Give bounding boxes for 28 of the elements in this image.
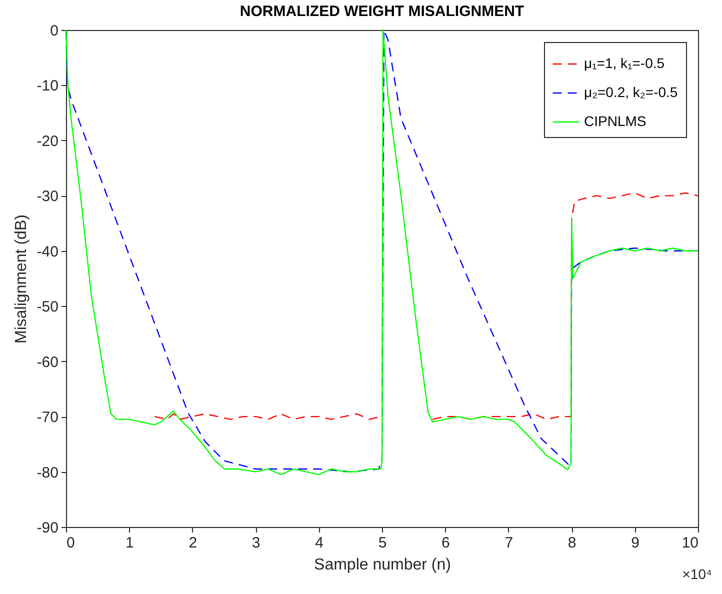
y-tick-label: -20 [36,132,58,150]
x-tick-label: 5 [378,534,387,552]
x-tick-label: 1 [126,534,134,552]
y-tick-label: -10 [36,78,58,95]
x-tick-label: 10 [682,534,698,552]
x-tick-label: 7 [504,534,514,552]
text: ×10⁴ [682,566,712,582]
legend-label: CIPNLMS [584,113,646,129]
y-tick-label: 0 [50,22,58,40]
y-tick-label: -50 [36,298,58,316]
legend-label: μ₁=1, k₁=-0.5 [584,55,665,71]
y-axis-title: Misalignment (dB) [12,214,30,344]
x-tick-label: 0 [66,534,75,552]
x-axis-title: Sample number (n) [314,556,451,574]
x-tick-label: 2 [188,534,198,552]
y-tick-label: -90 [36,520,58,536]
x-tick-label: 9 [631,534,640,552]
x-tick-label: 6 [442,534,450,552]
y-tick-label: -70 [36,409,58,426]
y-tick-label: -80 [36,464,58,482]
x-tick-label: 8 [568,534,576,552]
y-tick-label: -40 [36,243,58,260]
y-tick-label: -30 [36,188,58,206]
chart-title: NORMALIZED WEIGHT MISALIGNMENT [240,3,524,20]
x-tick-label: 3 [252,534,260,552]
legend-label: μ₂=0.2, k₂=-0.5 [584,84,678,100]
y-tick-label: -60 [36,354,58,371]
x-tick-label: 4 [315,534,324,552]
